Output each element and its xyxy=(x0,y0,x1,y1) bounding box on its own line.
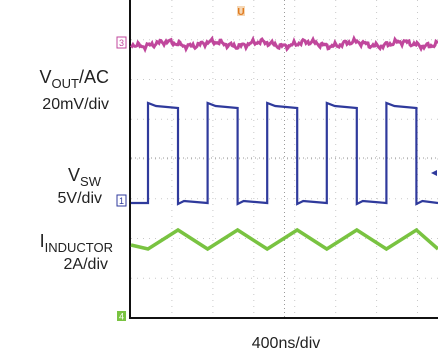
trigger-marker: U xyxy=(237,7,244,18)
vout-marker: 3 xyxy=(119,38,124,48)
vsw-marker-box xyxy=(116,194,127,207)
vsw-label: VSW xyxy=(68,165,102,189)
vout-marker-box xyxy=(116,36,127,49)
vsw-right-arrow xyxy=(431,170,437,176)
vsw-scale: 5V/div xyxy=(58,190,102,207)
vsw-marker: 1 xyxy=(119,196,124,206)
iinductor-label: IINDUCTOR xyxy=(40,231,113,255)
iinductor-marker-box xyxy=(117,311,126,321)
iinductor-scale: 2A/div xyxy=(64,256,108,273)
plot-frame xyxy=(129,0,438,319)
vout-label: VOUT/AC xyxy=(40,67,109,91)
trigger-marker-box xyxy=(237,6,245,16)
trace-vsw xyxy=(131,101,438,206)
vout-scale: 20mV/div xyxy=(42,96,109,113)
trace-vout xyxy=(129,34,438,54)
time-base-label: 400ns/div xyxy=(252,335,321,352)
trace-iinductor xyxy=(130,227,438,252)
iinductor-marker: 4 xyxy=(119,312,124,322)
